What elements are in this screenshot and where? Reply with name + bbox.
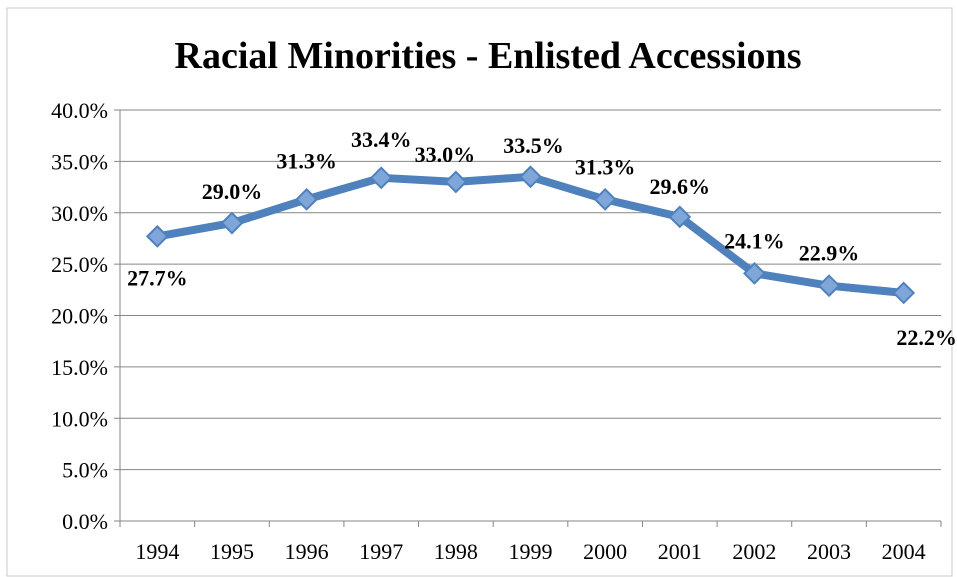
data-label: 33.5% (503, 133, 564, 158)
chart-title: Racial Minorities - Enlisted Accessions (175, 35, 802, 77)
data-point-marker (892, 281, 916, 305)
x-tick-label: 2004 (882, 539, 926, 564)
axes (114, 109, 942, 527)
data-label: 22.9% (799, 241, 860, 266)
data-point-marker (295, 187, 319, 211)
x-tick-label: 2001 (658, 539, 702, 564)
data-point-marker (519, 165, 542, 189)
chart-frame (6, 7, 953, 577)
x-tick-label: 1994 (135, 539, 179, 564)
data-point-marker (220, 211, 244, 235)
gridlines (120, 109, 941, 471)
data-point-marker (668, 205, 692, 229)
data-point-marker (817, 274, 841, 298)
x-tick-label: 2000 (583, 539, 627, 564)
series-line-layer (153, 172, 908, 297)
data-label: 31.3% (575, 154, 636, 179)
x-tick-label: 1998 (434, 539, 478, 564)
data-label: 29.0% (202, 179, 263, 204)
x-tick-label: 1995 (210, 539, 254, 564)
y-tick-label: 5.0% (62, 458, 108, 483)
data-point-marker (742, 261, 766, 285)
data-point-marker (444, 170, 468, 194)
x-tick-label: 1997 (359, 539, 403, 564)
data-markers (145, 165, 916, 305)
y-tick-label: 25.0% (51, 252, 108, 277)
data-label: 33.4% (351, 127, 412, 152)
x-tick-label: 1999 (509, 539, 553, 564)
x-tick-label: 2003 (807, 539, 851, 564)
data-label: 22.2% (896, 325, 957, 350)
data-point-marker (369, 166, 393, 190)
y-tick-label: 35.0% (51, 149, 108, 174)
data-point-marker (145, 224, 169, 248)
data-label: 24.1% (724, 228, 785, 253)
y-tick-label: 20.0% (51, 304, 108, 329)
data-label: 27.7% (127, 265, 188, 290)
x-tick-label: 2002 (732, 539, 776, 564)
data-label: 33.0% (415, 142, 476, 167)
y-tick-label: 0.0% (62, 509, 108, 534)
data-label: 31.3% (276, 148, 337, 173)
y-tick-labels: 0.0% 5.0% 10.0% 15.0% 20.0% 25.0% 30.0% 35.0% 40… (51, 98, 108, 534)
series-line (153, 172, 908, 297)
data-label: 29.6% (650, 174, 711, 199)
y-tick-label: 40.0% (51, 98, 108, 123)
x-tick-label: 1996 (285, 539, 329, 564)
y-tick-label: 10.0% (51, 406, 108, 431)
y-tick-label: 30.0% (51, 201, 108, 226)
data-point-marker (593, 187, 617, 211)
data-labels: 27.7% 29.0% 31.3% 33.4%33.0% 33.5% 31.3% 29.6%… (127, 127, 957, 350)
y-tick-label: 15.0% (51, 355, 108, 380)
x-tick-labels: 1994 1995 1996 1997 1998 1999 2000 2001 2002 2003… (135, 539, 925, 564)
